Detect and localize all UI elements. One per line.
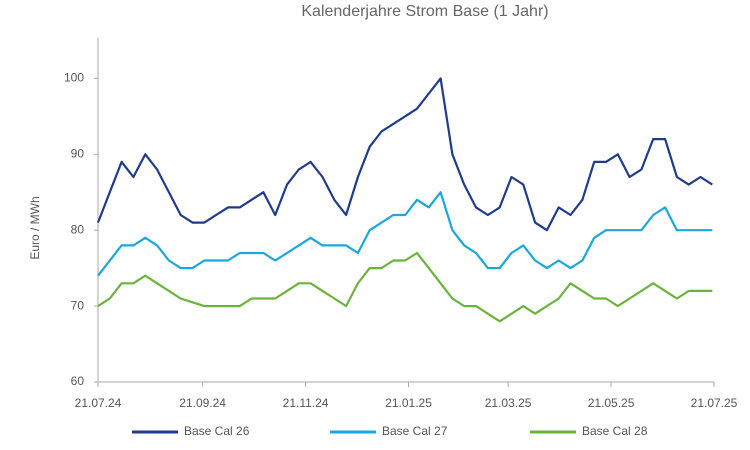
chart-title: Kalenderjahre Strom Base (1 Jahr) [301,3,548,20]
y-tick-label: 70 [71,298,85,312]
legend-label: Base Cal 26 [184,424,250,438]
legend-label: Base Cal 28 [582,424,648,438]
x-tick-label: 21.07.25 [691,396,738,410]
y-tick-label: 90 [71,146,85,160]
x-tick-label: 21.03.25 [485,396,532,410]
y-tick-label: 60 [71,374,85,388]
y-axis-label: Euro / MWh [28,196,42,259]
x-tick-label: 21.05.25 [588,396,635,410]
x-tick-label: 21.01.25 [385,396,432,410]
x-tick-label: 21.09.24 [179,396,226,410]
series-line [96,77,713,232]
y-tick-label: 80 [71,222,85,236]
legend-label: Base Cal 27 [382,424,448,438]
x-tick-label: 21.11.24 [283,396,329,410]
x-tick-label: 21.07.24 [75,396,122,410]
y-tick-label: 100 [64,71,84,85]
series-line [97,251,713,323]
series-line [97,191,713,277]
